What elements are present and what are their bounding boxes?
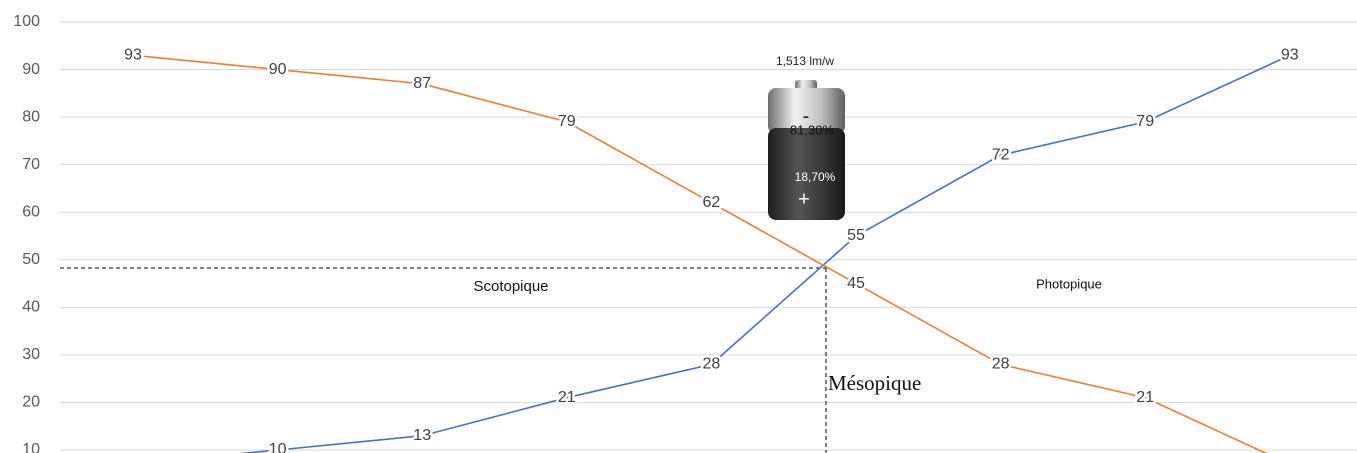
annotation: 1,513 lm/w bbox=[776, 54, 834, 68]
annotation: Scotopique bbox=[473, 278, 548, 295]
y-tick-label: 70 bbox=[22, 156, 40, 173]
annotation: 18,70% bbox=[795, 170, 836, 184]
battery-icon: - + bbox=[768, 80, 845, 220]
data-label: 62 bbox=[703, 194, 721, 211]
data-label: 90 bbox=[269, 61, 287, 78]
grid bbox=[60, 21, 1357, 451]
data-label: 87 bbox=[413, 75, 431, 92]
annotation: 81,30% bbox=[790, 122, 835, 137]
y-tick-label: 20 bbox=[22, 394, 40, 411]
y-tick-label: 50 bbox=[22, 251, 40, 268]
annotation: Photopique bbox=[1036, 276, 1102, 291]
data-label: 13 bbox=[413, 427, 431, 444]
svg-text:-: - bbox=[803, 105, 810, 127]
data-label: 55 bbox=[847, 227, 865, 244]
data-label: 21 bbox=[1136, 389, 1154, 406]
y-tick-label: 10 bbox=[22, 441, 40, 453]
y-tick-label: 60 bbox=[22, 203, 40, 220]
series-line bbox=[132, 54, 1268, 453]
data-label: 10 bbox=[269, 441, 287, 453]
data-label: 79 bbox=[1136, 113, 1154, 130]
data-label: 93 bbox=[1281, 47, 1299, 64]
y-tick-label: 100 bbox=[13, 13, 40, 30]
data-label: 28 bbox=[703, 356, 721, 373]
svg-text:+: + bbox=[798, 188, 810, 210]
data-label: 45 bbox=[847, 275, 865, 292]
data-label: 79 bbox=[558, 113, 576, 130]
y-tick-label: 30 bbox=[22, 346, 40, 363]
y-tick-label: 90 bbox=[22, 61, 40, 78]
series-line bbox=[239, 54, 1291, 453]
data-label: 28 bbox=[992, 356, 1010, 373]
series bbox=[132, 54, 1291, 453]
annotation: Mésopique bbox=[828, 371, 921, 395]
data-label: 93 bbox=[124, 47, 142, 64]
data-label: 72 bbox=[992, 146, 1010, 163]
y-tick-label: 40 bbox=[22, 299, 40, 316]
y-tick-label: 80 bbox=[22, 108, 40, 125]
data-label: 21 bbox=[558, 389, 576, 406]
